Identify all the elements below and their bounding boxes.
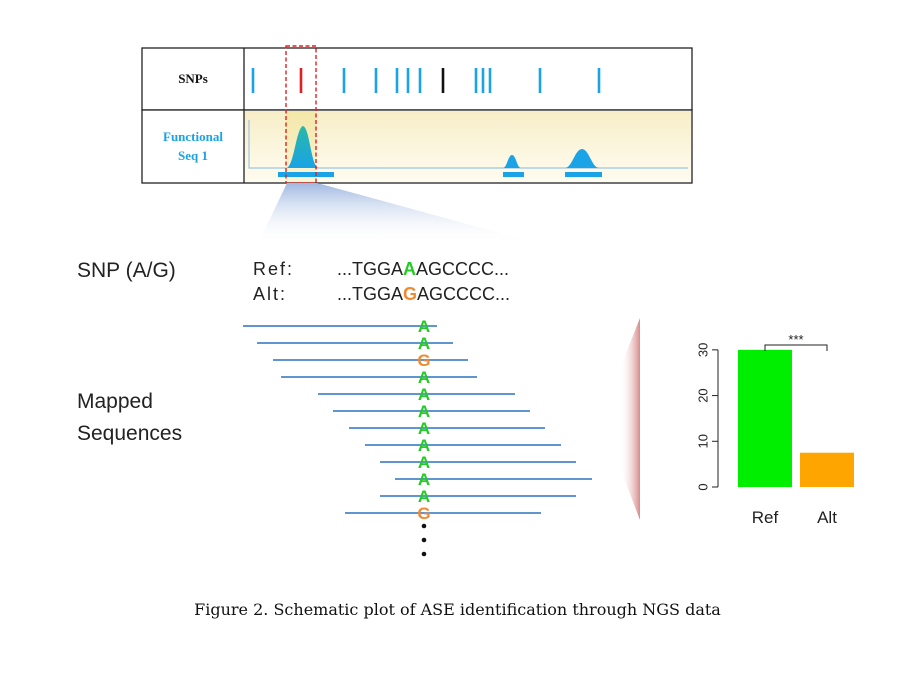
region-bar-3: [565, 172, 602, 177]
zoom-wedge: [258, 183, 540, 244]
region-bar-2: [503, 172, 524, 177]
region-bar-1: [278, 172, 334, 177]
functional-label-line2: Seq 1: [178, 148, 208, 163]
alt-suffix: AGCCCC...: [417, 284, 510, 304]
category-label: Alt: [817, 508, 837, 527]
mapped-label-line1: Mapped: [77, 390, 153, 413]
snps-track: [141, 47, 693, 111]
alt-allele: G: [403, 284, 417, 304]
y-tick-label: 10: [696, 434, 711, 448]
read-allele: G: [417, 504, 430, 523]
read-allele: A: [418, 402, 430, 421]
read-allele: A: [418, 436, 430, 455]
read-allele: A: [418, 334, 430, 353]
mapped-label-line2: Sequences: [77, 422, 182, 445]
peak-2: [503, 155, 521, 168]
continuation-dot: [421, 537, 427, 543]
read-allele: A: [418, 487, 430, 506]
snp-label: SNP (A/G): [77, 259, 176, 282]
y-tick-label: 20: [696, 388, 711, 402]
significance-label: ***: [788, 332, 803, 347]
y-tick-label: 30: [696, 343, 711, 357]
y-tick-label: 0: [696, 483, 711, 490]
ref-label: Ref:: [253, 259, 294, 279]
sequence-block: SNP (A/G) Ref: Alt: ...TGGAAAGCCCC... ..…: [77, 259, 510, 304]
ref-sequence: ...TGGAAAGCCCC...: [337, 259, 509, 279]
continuation-dot: [421, 523, 427, 529]
read-allele: A: [418, 453, 430, 472]
ref-prefix: ...TGGA: [337, 259, 403, 279]
bar-alt: [800, 452, 854, 487]
ref-suffix: AGCCCC...: [416, 259, 509, 279]
connector-wedge: [620, 318, 640, 520]
snps-label: SNPs: [178, 71, 208, 86]
signal-axis: [248, 120, 688, 169]
figure-caption: Figure 2. Schematic plot of ASE identifi…: [194, 600, 721, 619]
alt-sequence: ...TGGAGAGCCCC...: [337, 284, 510, 304]
read-allele: A: [418, 419, 430, 438]
read-allele: G: [417, 351, 430, 370]
read-allele: A: [418, 368, 430, 387]
ase-bar-chart: 0 10 20 30 Ref Alt ***: [696, 332, 854, 527]
continuation-dot: [421, 551, 427, 557]
read-allele: A: [418, 317, 430, 336]
read-allele: A: [418, 385, 430, 404]
peak-3: [565, 149, 599, 168]
alt-label: Alt:: [253, 284, 287, 304]
bar-ref: [738, 349, 792, 487]
functional-track-bg: [244, 111, 691, 182]
alt-prefix: ...TGGA: [337, 284, 403, 304]
significance-bracket: [764, 344, 828, 351]
functional-label-line1: Functional: [163, 129, 223, 144]
read-allele: A: [418, 470, 430, 489]
category-label: Ref: [752, 508, 779, 527]
peak-1: [286, 126, 319, 168]
track-panel: SNPs Functional Seq 1: [141, 45, 693, 184]
snp-ticks: [251, 68, 601, 93]
ref-allele: A: [403, 259, 416, 279]
